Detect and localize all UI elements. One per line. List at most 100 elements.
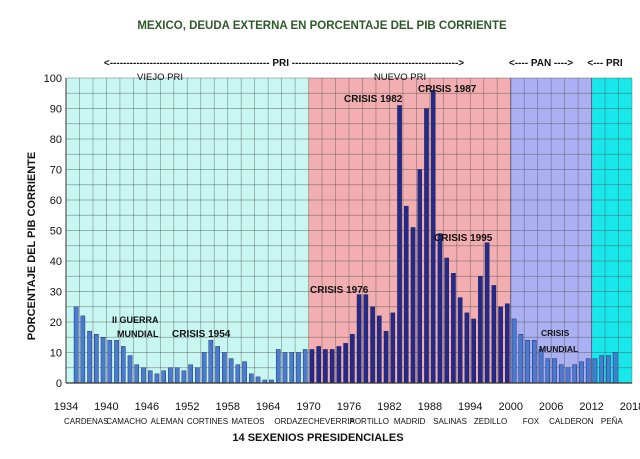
bar-1978 <box>363 294 369 384</box>
sexenio-label: CARDENAS <box>64 417 108 426</box>
sexenio-label: MADRID <box>394 417 426 426</box>
x-tick-label: 1964 <box>256 401 280 413</box>
y-tick-label: 10 <box>50 348 62 360</box>
bar-2009 <box>572 364 578 384</box>
x-axis-title: 14 SEXENIOS PRESIDENCIALES <box>232 432 403 444</box>
bar-2001 <box>518 334 524 384</box>
x-tick-label: 2000 <box>498 401 522 413</box>
x-tick-label: 1940 <box>94 401 118 413</box>
y-tick-label: 0 <box>56 378 62 390</box>
bar-2010 <box>579 361 584 384</box>
bar-1987 <box>424 108 429 384</box>
bar-2005 <box>545 358 551 384</box>
x-tick-label: 2006 <box>539 401 563 413</box>
bar-1979 <box>370 306 375 384</box>
bar-1955 <box>208 340 214 384</box>
x-tick-label: 1982 <box>377 401 401 413</box>
bar-1974 <box>336 346 342 384</box>
bar-1952 <box>188 364 193 384</box>
y-tick-label: 20 <box>50 317 62 329</box>
x-axis-ticks: 1934 1940 1946 1952 1958 1964 1970 1976 1982 1988… <box>54 401 640 413</box>
chart-title: MEXICO, DEUDA EXTERNA EN PORCENTAJE DEL … <box>137 20 507 32</box>
bar-1983 <box>397 105 402 384</box>
bar-1958 <box>228 358 234 384</box>
sexenio-label: ALEMAN <box>151 417 184 426</box>
bar-1965 <box>275 349 281 384</box>
bar-1939 <box>100 337 106 384</box>
annotation-crisis-1987: CRISIS 1987 <box>418 84 477 95</box>
bar-1953 <box>195 367 200 384</box>
bar-1973 <box>329 349 335 384</box>
bar-1998 <box>498 306 503 384</box>
sexenio-label: CORTINES <box>187 417 228 426</box>
bar-2003 <box>532 340 537 384</box>
bar-1948 <box>161 370 166 384</box>
annotations: II GUERRA MUNDIAL CRISIS 1954 CRISIS 197… <box>112 84 578 354</box>
bar-1944 <box>134 364 140 384</box>
annotation-ii-guerra: II GUERRA <box>112 315 159 325</box>
bar-1997 <box>491 285 497 384</box>
bar-1945 <box>141 367 146 384</box>
annotation-mundial-2: MUNDIAL <box>539 344 578 354</box>
bar-1994 <box>471 318 476 384</box>
annotation-mundial-1: MUNDIAL <box>117 329 159 339</box>
bar-1986 <box>417 169 423 384</box>
bar-2014 <box>606 355 611 384</box>
bar-1996 <box>484 242 490 384</box>
bar-1961 <box>249 373 254 384</box>
sexenio-label: ZEDILLO <box>474 417 507 426</box>
bar-2006 <box>552 358 557 384</box>
y-tick-label: 40 <box>50 256 62 268</box>
bar-1936 <box>80 315 86 384</box>
sexenio-label: MATEOS <box>231 417 264 426</box>
y-tick-label: 60 <box>50 195 62 207</box>
bar-1992 <box>457 297 463 384</box>
period-arrow-pri: <---------------------------------------… <box>104 58 464 69</box>
bar-1985 <box>410 227 416 384</box>
bar-1991 <box>451 273 456 384</box>
bar-2007 <box>558 364 564 384</box>
y-axis-title: PORCENTAJE DEL PIB CORRIENTE <box>26 152 38 340</box>
bar-1970 <box>309 349 315 384</box>
bar-1940 <box>107 340 113 384</box>
period-arrow-pan: <---- PAN ----> <box>509 58 573 69</box>
bar-1950 <box>174 367 180 384</box>
bar-1956 <box>215 346 220 384</box>
bar-2004 <box>538 349 544 384</box>
sexenio-label: CALDERON <box>549 417 594 426</box>
bar-1999 <box>505 303 510 384</box>
x-tick-label: 1946 <box>135 401 159 413</box>
bar-1975 <box>343 343 348 384</box>
bar-1935 <box>73 306 79 384</box>
bar-2015 <box>612 352 618 384</box>
bar-1943 <box>127 355 133 384</box>
sexenio-label: PEÑA <box>601 417 623 426</box>
region-label-viejo-pri: VIEJO PRI <box>137 72 183 83</box>
x-tick-label: 1934 <box>54 401 78 413</box>
sexenio-label: CAMACHO <box>106 417 147 426</box>
x-tick-label: 1970 <box>296 401 320 413</box>
bar-1971 <box>316 346 321 384</box>
bar-2002 <box>525 340 530 384</box>
bar-1937 <box>87 330 92 384</box>
bar-1981 <box>383 330 389 384</box>
y-tick-label: 90 <box>50 104 62 116</box>
bar-1959 <box>235 364 241 384</box>
bar-1938 <box>94 334 99 384</box>
x-tick-label: 1994 <box>458 401 482 413</box>
y-tick-label: 30 <box>50 287 62 299</box>
period-arrow-pri-2: <--- PRI <box>587 58 623 69</box>
bar-1990 <box>444 257 449 384</box>
bar-1995 <box>478 276 483 384</box>
bar-1972 <box>323 349 328 384</box>
bar-1984 <box>403 205 409 384</box>
bar-1951 <box>181 370 187 384</box>
sexenio-label: PORTILLO <box>350 417 389 426</box>
sexenio-label: ORDAZ <box>274 417 302 426</box>
bar-1993 <box>464 312 470 384</box>
bar-1946 <box>147 370 153 384</box>
sexenio-label: ECHEVERRIA <box>303 417 356 426</box>
y-tick-label: 100 <box>44 73 62 85</box>
